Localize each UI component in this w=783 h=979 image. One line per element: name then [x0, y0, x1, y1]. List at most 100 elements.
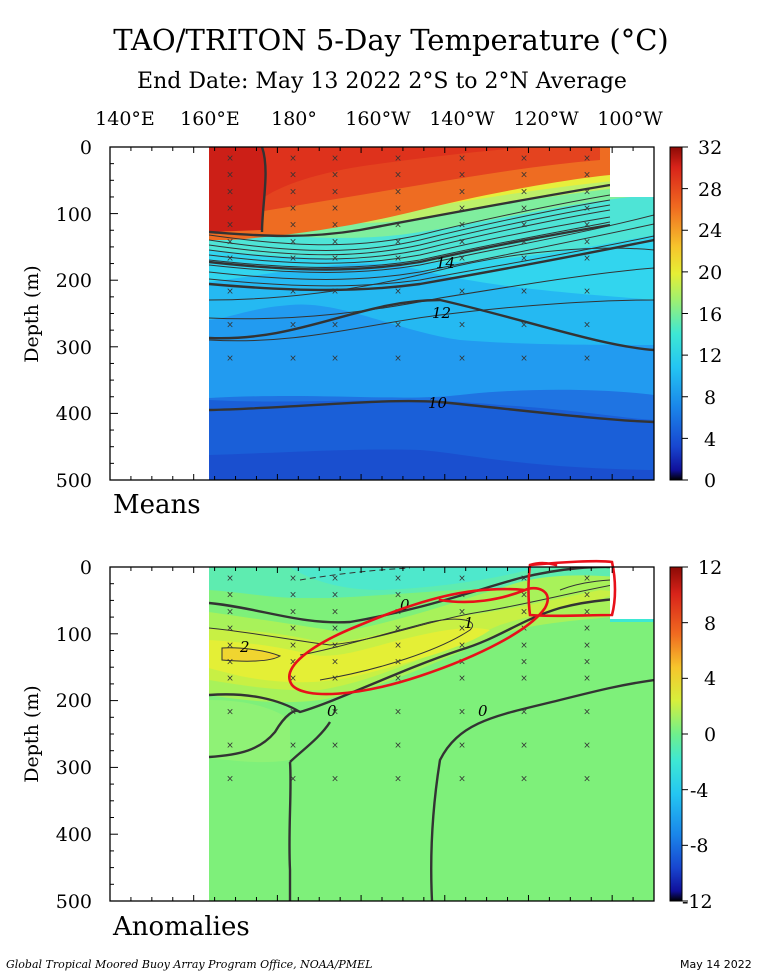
means-bold-contours: [209, 147, 654, 424]
means-colorbar-labels: 32 28 24 20 16 12 8 4 0: [698, 137, 722, 492]
buoy-marker: ×: [226, 741, 234, 751]
anom-colorbar-labels: 12 8 4 0 -4 -8 -12: [682, 557, 722, 913]
colorbar-label: 0: [704, 470, 716, 492]
buoy-marker: ×: [583, 354, 591, 364]
footer-date: May 14 2022: [680, 958, 752, 971]
buoy-marker: ×: [583, 658, 591, 668]
contour-label: 1: [464, 614, 474, 632]
contour-line: [209, 299, 654, 342]
means-panel-label: Means: [113, 490, 201, 520]
contour-label: 10: [428, 394, 448, 412]
buoy-marker: ×: [226, 708, 234, 718]
buoy-marker: ×: [458, 624, 466, 634]
anom-band: [222, 647, 280, 662]
buoy-marker: ×: [583, 641, 591, 651]
buoy-marker: ×: [394, 641, 402, 651]
anomalies-fill: [209, 567, 654, 901]
lon-label: 160°E: [180, 108, 240, 130]
y-tick-label: 400: [56, 403, 92, 425]
buoy-marker: ×: [289, 237, 297, 247]
buoy-marker: ×: [394, 607, 402, 617]
buoy-marker: ×: [394, 674, 402, 684]
anom-y-ticklabels: 0 100 200 300 400 500: [56, 557, 92, 913]
buoy-marker: ×: [458, 287, 466, 297]
contour-line: [209, 214, 654, 273]
contour-line: [209, 199, 611, 251]
buoy-marker: ×: [520, 708, 528, 718]
buoy-marker: ×: [583, 624, 591, 634]
buoy-marker: ×: [583, 221, 591, 231]
colorbar-label: 24: [698, 220, 722, 242]
buoy-marker: ×: [226, 774, 234, 784]
buoy-marker: ×: [520, 641, 528, 651]
anom-colorbar: [669, 566, 683, 902]
colorbar-label: 12: [698, 345, 722, 367]
buoy-marker: ×: [458, 254, 466, 264]
colorbar-label: 0: [704, 724, 716, 746]
lon-label: 160°W: [345, 108, 411, 130]
buoy-marker: ×: [226, 674, 234, 684]
buoy-marker: ×: [226, 658, 234, 668]
buoy-marker: ×: [331, 204, 339, 214]
contour-line: [209, 194, 611, 246]
means-colorbar-ticks: [682, 146, 688, 481]
buoy-marker: ×: [289, 674, 297, 684]
red-box-annotation: [527, 559, 617, 618]
buoy-marker: ×: [331, 254, 339, 264]
contour-line: [288, 761, 292, 901]
lon-label: 100°W: [597, 108, 663, 130]
contour-line: [299, 618, 473, 681]
buoy-marker: ×: [226, 574, 234, 584]
buoy-marker: ×: [458, 607, 466, 617]
anom-buoy-markers: × × × × × × × × × × × × × × × × × × × × × × × × × × × × × × × × × × × × × × × ×…: [226, 574, 591, 784]
buoy-marker: ×: [583, 774, 591, 784]
contour-line: [209, 204, 611, 256]
buoy-marker: ×: [331, 774, 339, 784]
buoy-marker: ×: [394, 354, 402, 364]
contour-line: [209, 298, 654, 352]
red-loop-annotation: [288, 586, 549, 696]
colorbar-label: 12: [698, 557, 722, 579]
contour-line: [209, 709, 301, 759]
buoy-marker: ×: [331, 154, 339, 164]
buoy-marker: ×: [289, 321, 297, 331]
buoy-marker: ×: [289, 287, 297, 297]
buoy-marker: ×: [394, 171, 402, 181]
means-contour-labels: 14 12 10: [428, 254, 455, 412]
buoy-marker: ×: [394, 254, 402, 264]
negative-contour: [299, 567, 411, 581]
colorbar-label: 4: [704, 668, 716, 690]
buoy-marker: ×: [394, 221, 402, 231]
buoy-marker: ×: [583, 237, 591, 247]
anom-band: [610, 619, 654, 622]
buoy-marker: ×: [226, 591, 234, 601]
buoy-marker: ×: [331, 641, 339, 651]
y-tick-label: 200: [56, 270, 92, 292]
buoy-marker: ×: [520, 321, 528, 331]
y-tick-label: 0: [80, 557, 92, 579]
buoy-marker: ×: [583, 154, 591, 164]
means-ylabel: Depth (m): [21, 265, 43, 362]
colorbar-label: 4: [704, 429, 716, 451]
buoy-marker: ×: [520, 354, 528, 364]
buoy-marker: ×: [394, 624, 402, 634]
buoy-marker: ×: [520, 254, 528, 264]
buoy-marker: ×: [394, 708, 402, 718]
buoy-marker: ×: [331, 607, 339, 617]
buoy-marker: ×: [394, 741, 402, 751]
buoy-marker: ×: [289, 354, 297, 364]
buoy-marker: ×: [458, 708, 466, 718]
anom-band: [209, 628, 490, 683]
buoy-marker: ×: [520, 774, 528, 784]
buoy-marker: ×: [331, 171, 339, 181]
buoy-marker: ×: [289, 154, 297, 164]
buoy-marker: ×: [394, 321, 402, 331]
colorbar-label: 8: [704, 387, 716, 409]
footer-credit: Global Tropical Moored Buoy Array Progra…: [6, 958, 373, 971]
longitude-axis-labels: 140°E 160°E 180° 160°W 140°W 120°W 100°W: [95, 108, 663, 130]
buoy-marker: ×: [289, 658, 297, 668]
contour-label: 2: [239, 638, 250, 656]
buoy-marker: ×: [331, 591, 339, 601]
buoy-marker: ×: [226, 287, 234, 297]
y-tick-label: 300: [56, 757, 92, 779]
